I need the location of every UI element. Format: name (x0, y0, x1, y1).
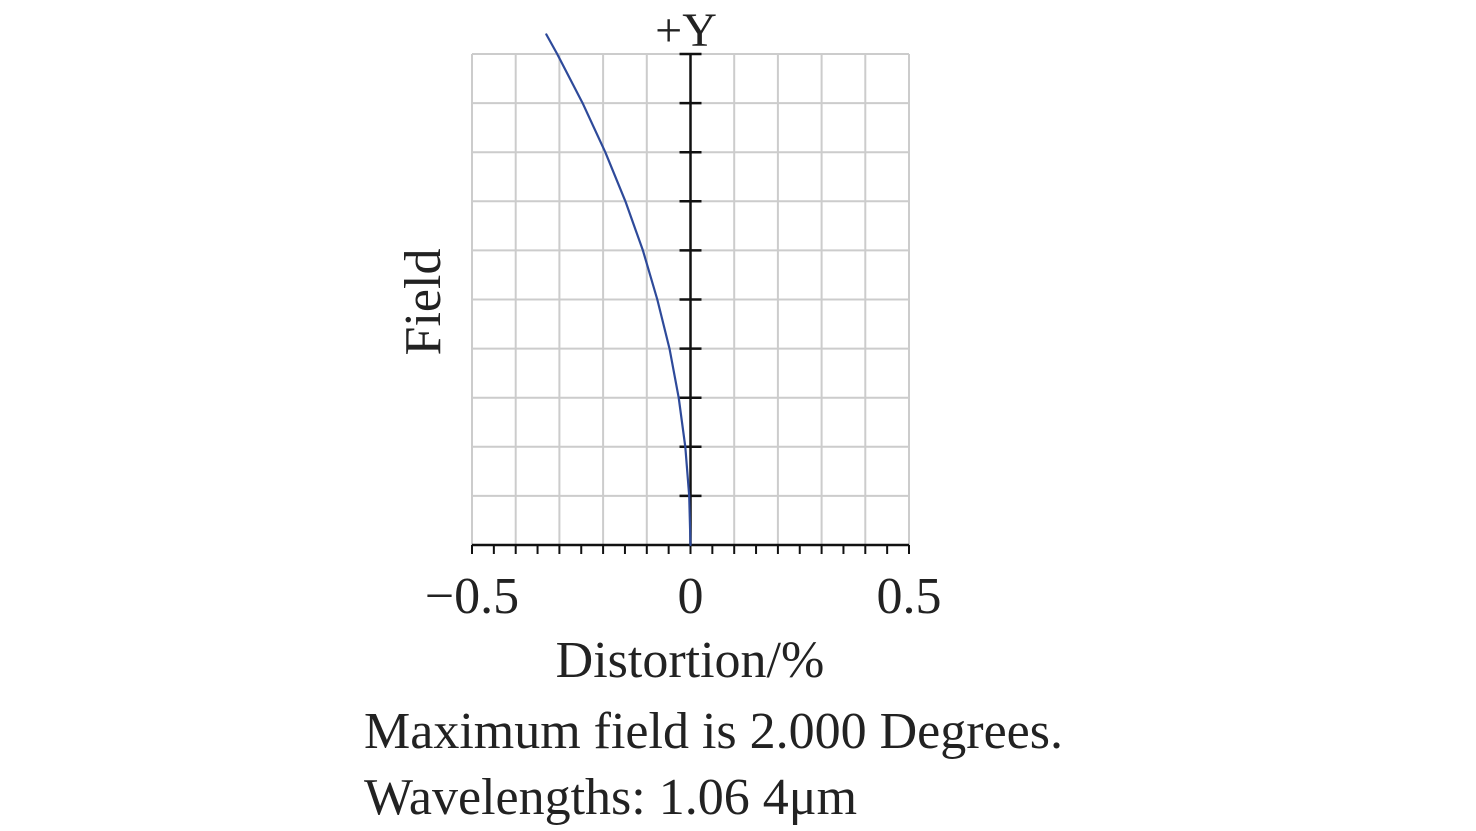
series-layer (545, 33, 692, 547)
chart-title-plus-y: +Y (655, 4, 717, 57)
x-tick-label: 0 (678, 568, 704, 625)
axes (471, 52, 910, 554)
x-tick-label: −0.5 (425, 568, 519, 625)
x-tick-label: 0.5 (877, 568, 942, 625)
wavelength-caption: Wavelengths: 1.06 4μm (364, 769, 858, 826)
max-field-caption: Maximum field is 2.000 Degrees. (364, 703, 1063, 760)
distortion-curve (545, 33, 692, 547)
text-layer: +Y Distortion/% Field −0.5 0 0.5 (395, 4, 942, 689)
y-axis-label: Field (395, 249, 452, 356)
distortion-chart: +Y Distortion/% Field −0.5 0 0.5 (395, 4, 942, 689)
x-axis-label: Distortion/% (556, 632, 825, 689)
